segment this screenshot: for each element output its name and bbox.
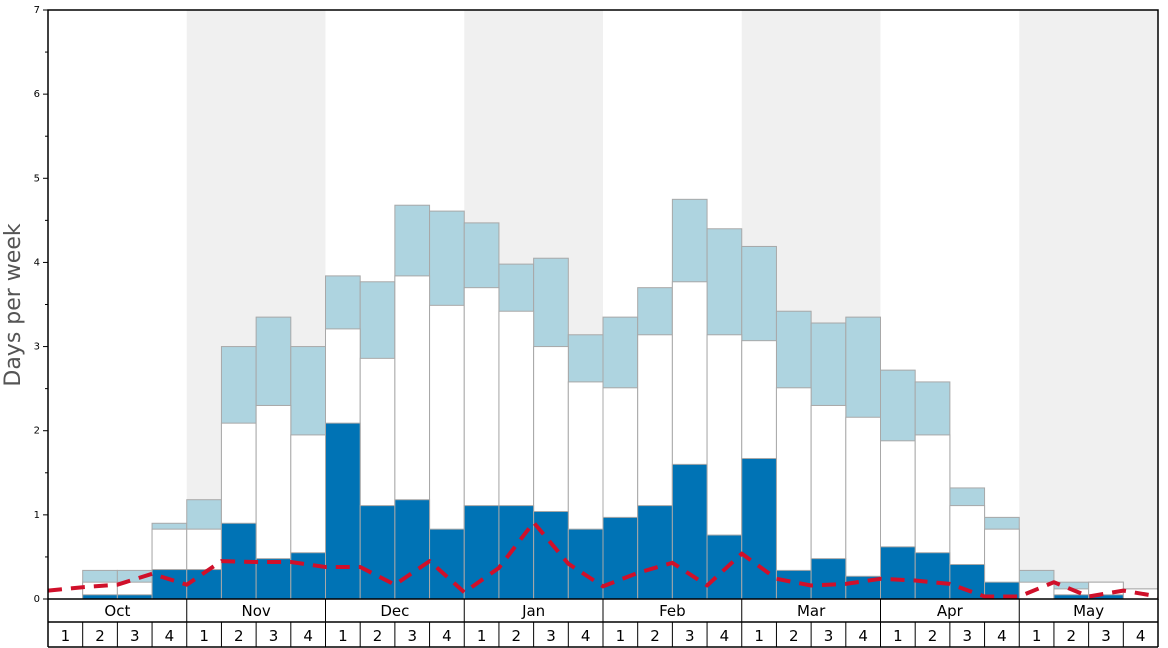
week-label-9: 1 xyxy=(338,627,348,645)
week-label-11: 3 xyxy=(407,627,417,645)
month-label-jan: Jan xyxy=(521,602,545,620)
y-tick-label-1: 1 xyxy=(34,510,40,521)
y-tick-label-7: 7 xyxy=(34,5,40,16)
y-tick-label-3: 3 xyxy=(34,342,40,353)
trend-line xyxy=(47,520,1159,599)
bar-dark-25 xyxy=(880,546,916,600)
month-label-may: May xyxy=(1073,602,1104,620)
week-label-8: 4 xyxy=(303,627,313,645)
week-label-26: 2 xyxy=(928,627,938,645)
bar-dark-13 xyxy=(463,505,500,600)
week-label-5: 1 xyxy=(199,627,209,645)
week-label-28: 4 xyxy=(997,627,1007,645)
x-axis: Oct Nov Dec Jan Feb Mar Apr May 1 2 3 4 1 2 3 4 1 2 3 4 1 2 3 4… xyxy=(47,599,1159,648)
month-label-nov: Nov xyxy=(241,602,270,620)
week-label-1: 1 xyxy=(61,627,71,645)
week-label-2: 2 xyxy=(95,627,105,645)
bar-dark-19 xyxy=(671,463,708,600)
week-label-31: 3 xyxy=(1101,627,1111,645)
week-label-10: 2 xyxy=(373,627,383,645)
week-label-4: 4 xyxy=(165,627,175,645)
bar-dark-16 xyxy=(567,528,604,600)
week-label-13: 1 xyxy=(477,627,487,645)
month-shade-may xyxy=(1019,10,1158,599)
bar-dark-23 xyxy=(810,558,847,600)
bar-dark-26 xyxy=(914,552,951,600)
week-label-3: 3 xyxy=(130,627,140,645)
y-axis: 0 1 2 3 4 5 6 7 xyxy=(34,5,48,605)
bar-dark-10 xyxy=(359,505,396,600)
week-label-14: 2 xyxy=(512,627,522,645)
week-label-16: 4 xyxy=(581,627,591,645)
week-label-18: 2 xyxy=(650,627,660,645)
week-label-12: 4 xyxy=(442,627,452,645)
bar-dark-7 xyxy=(255,558,292,600)
bar-dark-27 xyxy=(949,564,986,600)
bar-dark-18 xyxy=(637,505,673,600)
week-label-19: 3 xyxy=(685,627,695,645)
week-label-32: 4 xyxy=(1136,627,1146,645)
y-tick-label-0: 0 xyxy=(34,594,40,605)
week-label-15: 3 xyxy=(546,627,556,645)
week-label-20: 4 xyxy=(720,627,730,645)
bar-dark-14 xyxy=(498,505,535,600)
y-axis-label: Days per week xyxy=(1,223,26,386)
month-label-oct: Oct xyxy=(104,602,130,620)
week-label-23: 3 xyxy=(824,627,834,645)
trend-line-layer xyxy=(47,520,1159,599)
bar-dark-9 xyxy=(325,422,361,600)
week-label-21: 1 xyxy=(754,627,764,645)
week-label-30: 2 xyxy=(1067,627,1077,645)
week-label-6: 2 xyxy=(234,627,244,645)
bar-dark-11 xyxy=(394,499,431,600)
y-tick-label-6: 6 xyxy=(34,89,40,100)
bar-dark-4 xyxy=(151,569,188,600)
bar-dark-22 xyxy=(775,569,812,600)
bar-white-24 xyxy=(845,416,881,600)
bar-dark-21 xyxy=(741,457,777,600)
month-label-feb: Feb xyxy=(659,602,686,620)
y-tick-label-4: 4 xyxy=(34,257,40,268)
bar-white-22 xyxy=(775,387,812,600)
week-label-24: 4 xyxy=(858,627,868,645)
bar-dark-8 xyxy=(290,552,326,600)
y-tick-label-2: 2 xyxy=(34,426,40,437)
month-label-mar: Mar xyxy=(797,602,826,620)
week-label-22: 2 xyxy=(789,627,799,645)
week-label-29: 1 xyxy=(1032,627,1042,645)
bar-dark-17 xyxy=(602,516,639,600)
week-label-7: 3 xyxy=(269,627,279,645)
week-label-17: 1 xyxy=(616,627,626,645)
bar-dark-15 xyxy=(533,510,569,600)
month-label-dec: Dec xyxy=(380,602,409,620)
week-label-25: 1 xyxy=(893,627,903,645)
month-label-apr: Apr xyxy=(937,602,964,620)
y-tick-label-5: 5 xyxy=(34,173,40,184)
week-label-27: 3 xyxy=(962,627,972,645)
